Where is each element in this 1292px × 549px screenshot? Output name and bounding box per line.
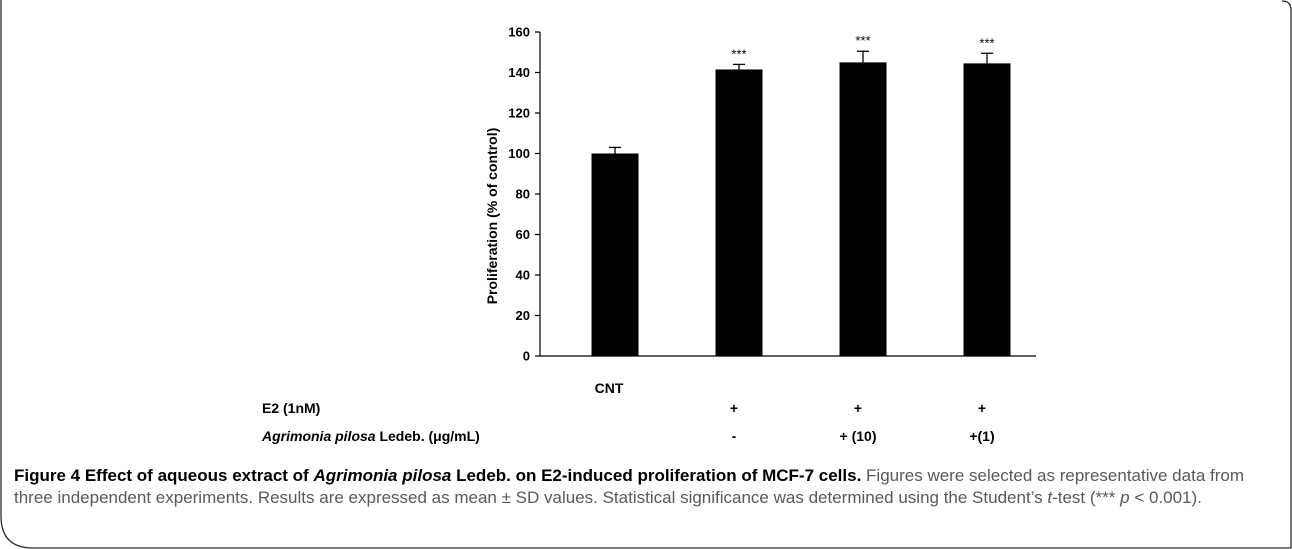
caption-title: Figure 4 Effect of aqueous extract of Ag… <box>14 466 862 485</box>
y-tick-label: 140 <box>508 65 530 80</box>
significance-label: *** <box>855 33 870 48</box>
significance-label: *** <box>731 46 746 61</box>
y-tick-label: 80 <box>516 187 530 202</box>
row-label-extract-rest: Ledeb. (μg/mL) <box>376 428 480 444</box>
bar <box>591 153 639 356</box>
bar <box>715 69 763 357</box>
treatment-cell: + (10) <box>840 428 877 444</box>
y-tick-label: 20 <box>516 308 530 323</box>
treatment-cell: +(1) <box>969 428 994 444</box>
treatment-table: E2 (1nM) Agrimonia pilosa Ledeb. (μg/mL)… <box>261 400 995 444</box>
y-tick-label: 0 <box>523 349 530 364</box>
bar <box>963 63 1011 356</box>
treatment-cell: + <box>730 400 738 416</box>
bar <box>839 62 887 356</box>
x-tick-label: CNT <box>595 380 624 396</box>
significance-label: *** <box>979 35 994 50</box>
y-tick-label: 160 <box>508 25 530 40</box>
row-label-e2: E2 (1nM) <box>262 400 320 416</box>
y-axis-label: Proliferation (% of control) <box>484 128 500 305</box>
y-tick-label: 120 <box>508 106 530 121</box>
bar-chart: *** *** *** 0 20 40 60 80 100 120 140 160 Prolifer… <box>484 25 1036 396</box>
y-tick-label: 40 <box>516 268 530 283</box>
figure-caption: Figure 4 Effect of aqueous extract of Ag… <box>14 465 1276 509</box>
treatment-cell: + <box>978 400 986 416</box>
treatment-cell: + <box>854 400 862 416</box>
treatment-cell: - <box>732 428 737 444</box>
caption-body: Figures were selected as representative … <box>14 466 1244 507</box>
row-label-extract: Agrimonia pilosa Ledeb. (μg/mL) <box>261 428 480 444</box>
row-label-extract-italic: Agrimonia pilosa <box>261 428 376 444</box>
y-tick-label: 60 <box>516 227 530 242</box>
y-tick-label: 100 <box>508 146 530 161</box>
